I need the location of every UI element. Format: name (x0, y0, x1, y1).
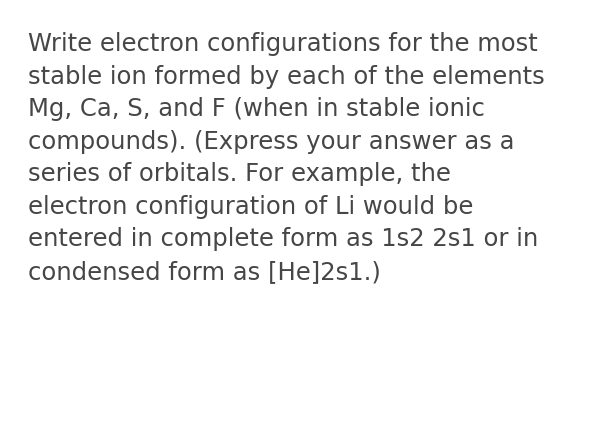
Text: Write electron configurations for the most
stable ion formed by each of the elem: Write electron configurations for the mo… (28, 32, 544, 284)
